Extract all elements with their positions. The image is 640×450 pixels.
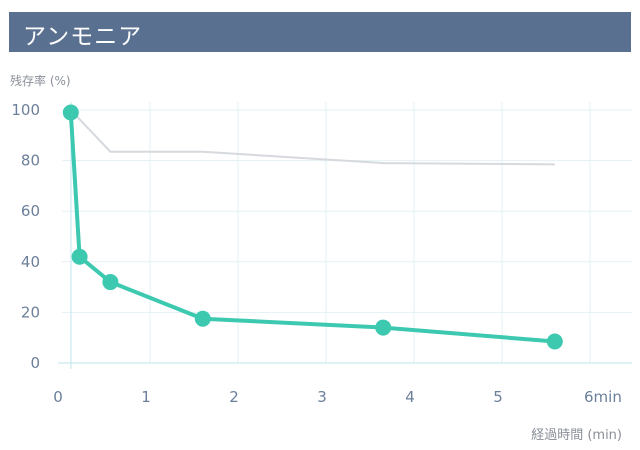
x-tick-label: 6min (584, 388, 622, 406)
x-tick-label: 1 (141, 388, 151, 406)
y-tick-label: 20 (21, 303, 40, 321)
x-axis-title: 経過時間 (min) (531, 428, 622, 443)
y-tick-label: 60 (21, 202, 40, 220)
title-bar: アンモニア (9, 12, 631, 52)
ammonia-data-point (375, 319, 392, 336)
x-tick-label: 2 (229, 388, 239, 406)
y-tick-label: 0 (30, 354, 40, 372)
reference-series-line (70, 109, 555, 166)
ammonia-data-point (71, 248, 88, 265)
y-axis-title: 残存率 (%) (10, 74, 71, 88)
x-tick-label: 5 (493, 388, 503, 406)
ammonia-data-point (62, 104, 79, 121)
ammonia-data-point (102, 274, 119, 291)
x-tick-label: 3 (317, 388, 327, 406)
y-tick-label: 40 (21, 253, 40, 271)
ammonia-data-point (194, 310, 211, 327)
y-tick-label: 80 (21, 152, 40, 170)
ammonia-series-line (68, 112, 555, 344)
page-title: アンモニア (23, 24, 143, 50)
x-tick-label: 0 (53, 388, 63, 406)
x-tick-label: 4 (405, 388, 415, 406)
y-tick-label: 100 (11, 101, 40, 119)
ammonia-data-point (546, 333, 563, 350)
